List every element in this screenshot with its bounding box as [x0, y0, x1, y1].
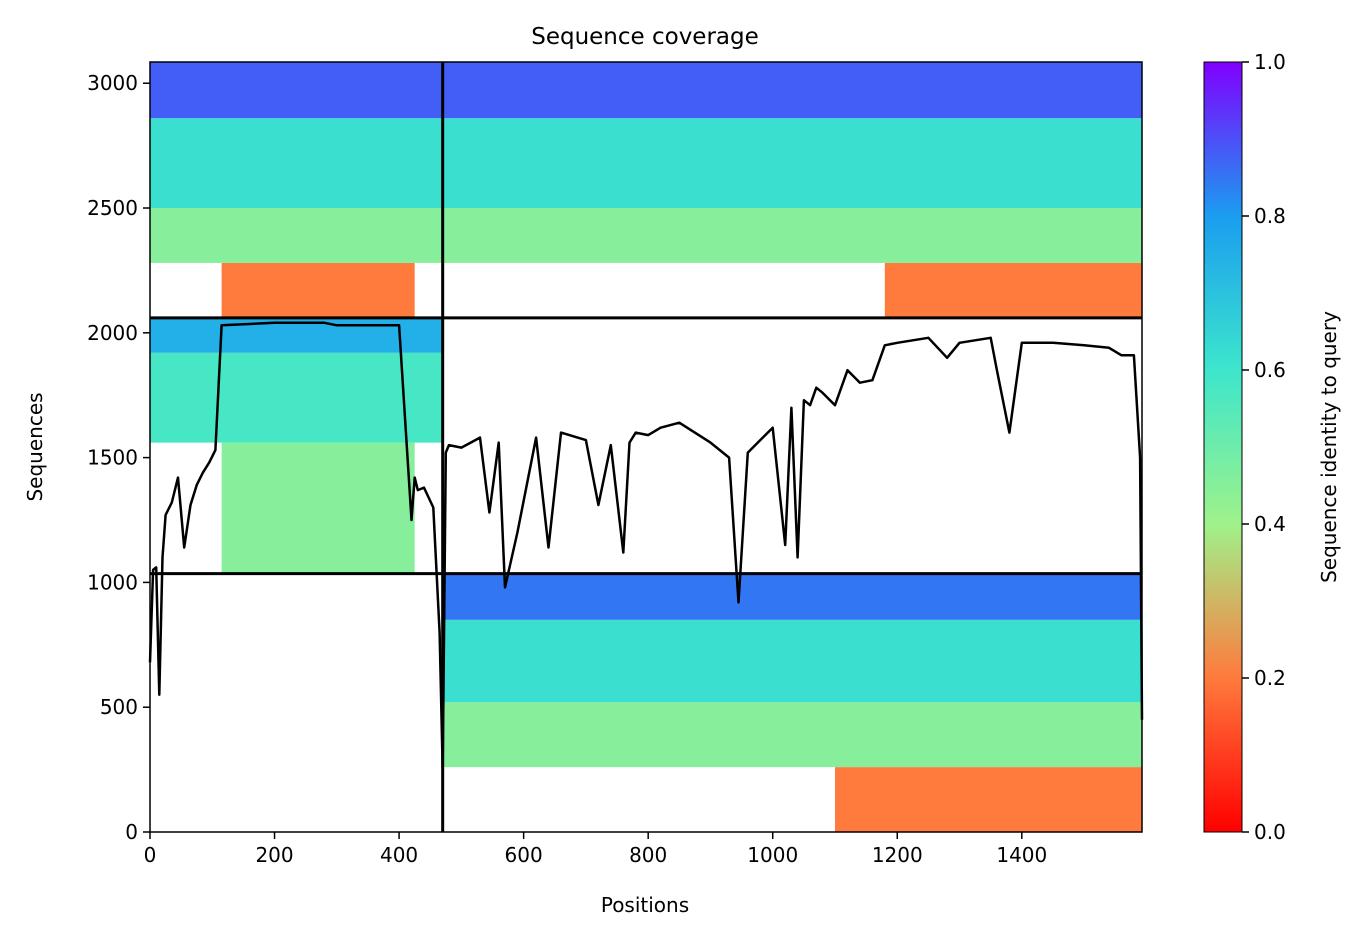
- x-tick-label: 600: [505, 843, 543, 867]
- colorbar-label: Sequence identity to query: [1317, 311, 1341, 583]
- coverage-block-1-layer: [442, 62, 1142, 119]
- coverage-block-3-layer: [442, 702, 1142, 768]
- x-tick-label: 200: [255, 843, 293, 867]
- coverage-block-0-layer: [150, 62, 443, 119]
- x-tick-label: 0: [144, 843, 157, 867]
- y-tick-label: 1500: [87, 446, 138, 470]
- coverage-block-2-layer: [221, 442, 415, 574]
- x-axis-label: Positions: [601, 893, 689, 917]
- coverage-block-0-layer: [150, 208, 443, 263]
- coverage-line: [148, 321, 1144, 771]
- coverage-block-1-layer: [442, 208, 1142, 263]
- x-tick-label: 1400: [996, 843, 1047, 867]
- x-tick-label: 400: [380, 843, 418, 867]
- y-tick-label: 500: [100, 695, 138, 719]
- x-tick-label: 800: [629, 843, 667, 867]
- y-tick-label: 3000: [87, 71, 138, 95]
- chart-title: Sequence coverage: [531, 24, 759, 50]
- x-tick-label: 1000: [747, 843, 798, 867]
- coverage-block-3-layer: [442, 619, 1142, 703]
- colorbar-tick-label: 0.6: [1254, 358, 1286, 382]
- plot-area: [148, 62, 1144, 832]
- coverage-block-1-layer: [442, 118, 1142, 209]
- axes-frame: [149, 61, 1143, 833]
- colorbar-tick-label: 0.8: [1254, 204, 1286, 228]
- coverage-block-1-layer: [884, 262, 1142, 318]
- y-tick-label: 2000: [87, 321, 138, 345]
- x-tick-label: 1200: [872, 843, 923, 867]
- axes: 0 200 400 600 800 1000 1200 1400 0 500 1000 1500 200…: [87, 61, 1143, 867]
- y-tick-label: 1000: [87, 570, 138, 594]
- coverage-block-0-layer: [221, 262, 415, 318]
- colorbar-tick-label: 0.2: [1254, 666, 1286, 690]
- colorbar-tick-label: 1.0: [1254, 50, 1286, 74]
- y-tick-label: 0: [125, 820, 138, 844]
- y-tick-label: 2500: [87, 196, 138, 220]
- coverage-block-3-layer: [834, 767, 1142, 832]
- coverage-block-0-layer: [150, 118, 443, 209]
- y-axis-label: Sequences: [23, 392, 47, 501]
- colorbar-tick-label: 0.4: [1254, 512, 1286, 536]
- coverage-block-2-layer: [150, 352, 443, 443]
- coverage-block-3-layer: [442, 573, 1142, 620]
- colorbar-tick-label: 0.0: [1254, 820, 1286, 844]
- colorbar-gradient: [1203, 61, 1243, 833]
- colorbar: 0.0 0.2 0.4 0.6 0.8 1.0: [1203, 50, 1286, 844]
